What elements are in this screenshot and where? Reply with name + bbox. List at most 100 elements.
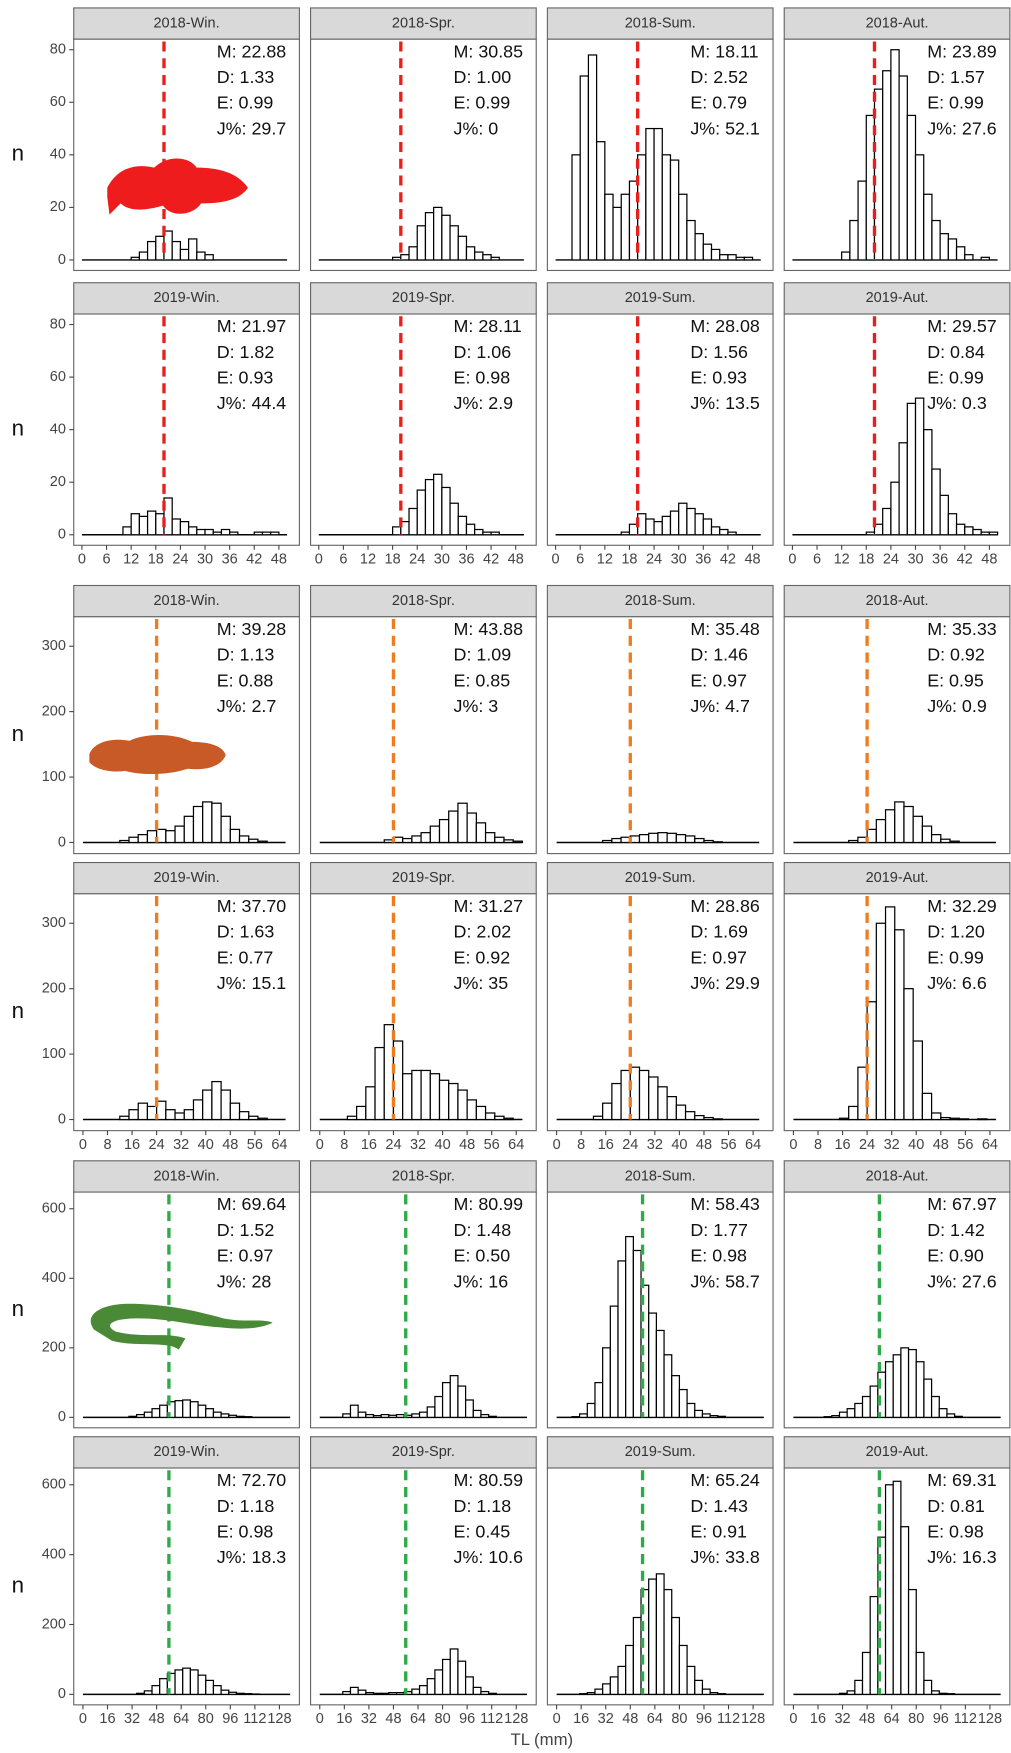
panel xyxy=(73,313,300,546)
strip-title: 2019-Aut. xyxy=(866,870,929,886)
stat-label: M: 28.86 xyxy=(690,896,760,916)
stat-label: D: 1.82 xyxy=(217,342,275,362)
bar xyxy=(703,1116,714,1121)
stat-label: J%: 52.1 xyxy=(690,118,760,138)
x-tick-label: 6 xyxy=(103,552,111,568)
stat-label: E: 0.98 xyxy=(690,1246,747,1266)
strip-title: 2018-Aut. xyxy=(866,1168,929,1184)
bar xyxy=(701,1688,711,1695)
bar xyxy=(411,835,422,844)
stat-label: D: 1.06 xyxy=(454,342,512,362)
x-tick-label: 30 xyxy=(197,552,213,568)
bar xyxy=(954,1415,963,1418)
bar xyxy=(838,1411,848,1418)
x-tick-label: 40 xyxy=(198,1137,214,1153)
stat-label: E: 0.98 xyxy=(927,1522,984,1542)
bar xyxy=(907,1588,917,1695)
x-tick-label: 32 xyxy=(410,1137,426,1153)
x-tick-label: 80 xyxy=(198,1711,214,1727)
stat-label: J%: 29.7 xyxy=(217,118,287,138)
bar xyxy=(702,518,713,536)
bar xyxy=(947,238,958,261)
strip xyxy=(310,584,537,618)
bar xyxy=(666,832,677,844)
y-tick-label: 0 xyxy=(58,252,66,268)
y-tick-label: 300 xyxy=(42,638,66,654)
bar xyxy=(174,825,185,844)
stat-label: D: 1.57 xyxy=(927,67,985,87)
stat-label: E: 0.99 xyxy=(454,93,511,113)
x-tick-label: 48 xyxy=(149,1711,165,1727)
panel xyxy=(310,616,537,855)
stat-label: M: 39.28 xyxy=(217,619,287,639)
x-tick-label: 0 xyxy=(789,1137,797,1153)
x-tick-label: 42 xyxy=(720,552,736,568)
fish-icon xyxy=(89,735,226,775)
stat-label: M: 80.59 xyxy=(454,1470,524,1490)
x-tick-label: 0 xyxy=(553,1711,561,1727)
x-tick-label: 16 xyxy=(810,1711,826,1727)
x-tick-label: 48 xyxy=(508,552,524,568)
stat-label: E: 0.79 xyxy=(690,93,747,113)
y-axis-label: n xyxy=(12,1296,24,1321)
strip-title: 2018-Aut. xyxy=(866,593,929,609)
y-tick-label: 300 xyxy=(42,915,66,931)
bar xyxy=(939,494,949,536)
bar xyxy=(503,839,514,844)
bar xyxy=(197,1674,207,1695)
strip xyxy=(546,1436,774,1469)
y-tick-label: 200 xyxy=(42,1616,66,1632)
bar xyxy=(512,840,524,844)
bar xyxy=(882,70,892,261)
stat-label: M: 31.27 xyxy=(454,896,524,916)
x-tick-label: 64 xyxy=(271,1137,287,1153)
bar xyxy=(253,531,264,536)
bar xyxy=(579,75,590,261)
x-tick-label: 48 xyxy=(459,1137,475,1153)
bar xyxy=(229,1102,241,1121)
bar xyxy=(472,1409,482,1418)
stat-label: M: 21.97 xyxy=(217,316,287,336)
bar xyxy=(684,1111,696,1121)
y-axis-label: n xyxy=(12,998,24,1023)
stat-label: J%: 33.8 xyxy=(690,1547,760,1567)
bar xyxy=(429,825,441,844)
bar xyxy=(261,531,272,536)
bar xyxy=(648,1312,657,1418)
y-axis-label: n xyxy=(12,1572,24,1597)
bar xyxy=(119,839,130,844)
bar xyxy=(675,834,687,844)
bar xyxy=(465,246,476,261)
strip-title: 2019-Win. xyxy=(153,1444,219,1460)
stat-label: M: 69.31 xyxy=(927,1470,997,1490)
x-tick-label: 18 xyxy=(148,552,164,568)
bar xyxy=(854,1679,864,1695)
bar xyxy=(138,251,149,261)
bar xyxy=(257,1117,268,1121)
bar xyxy=(955,523,966,536)
bar xyxy=(392,526,402,536)
bar xyxy=(474,528,484,536)
bar xyxy=(211,1080,222,1121)
bar xyxy=(257,840,268,844)
x-tick-label: 32 xyxy=(124,1711,140,1727)
stat-label: J%: 13.5 xyxy=(690,393,760,413)
bar xyxy=(717,1415,727,1418)
bar xyxy=(204,528,214,536)
bar xyxy=(849,219,859,261)
x-tick-label: 8 xyxy=(103,1137,111,1153)
bar xyxy=(475,822,487,844)
strip-title: 2019-Aut. xyxy=(866,1444,929,1460)
y-tick-label: 600 xyxy=(42,1201,66,1217)
y-tick-label: 600 xyxy=(42,1477,66,1493)
stat-label: J%: 0.3 xyxy=(927,393,987,413)
stat-label: D: 0.92 xyxy=(927,645,985,665)
x-tick-label: 96 xyxy=(222,1711,238,1727)
x-tick-label: 112 xyxy=(954,1711,977,1727)
x-tick-label: 24 xyxy=(172,552,188,568)
bar xyxy=(611,837,622,844)
bar xyxy=(229,531,239,536)
strip-title: 2018-Sum. xyxy=(625,15,696,31)
x-tick-label: 24 xyxy=(859,1137,875,1153)
fish-icons xyxy=(89,158,273,1350)
